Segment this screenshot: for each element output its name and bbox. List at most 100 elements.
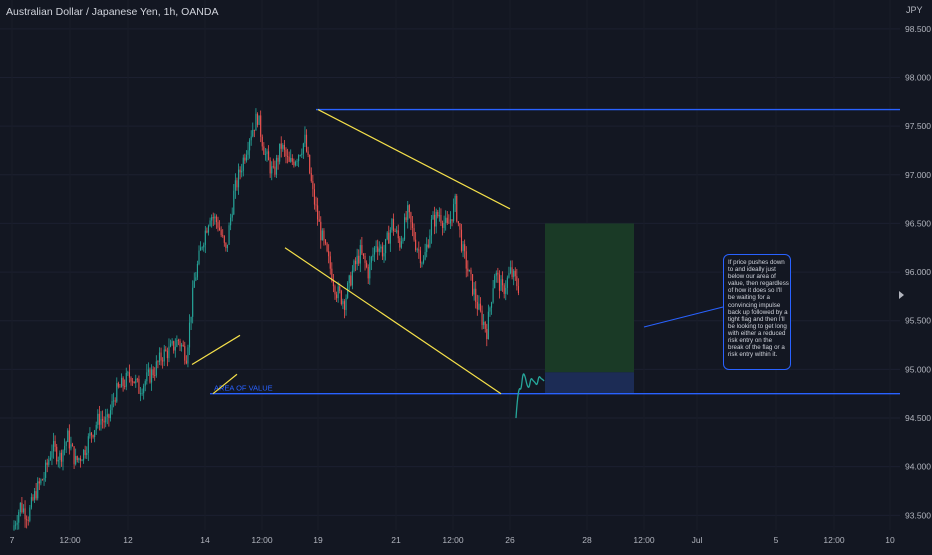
candle-body: [514, 270, 516, 277]
candle-body: [260, 115, 262, 137]
trade-note[interactable]: If price pushes down to and ideally just…: [723, 254, 791, 370]
candle-body: [34, 491, 36, 500]
stop-zone: [545, 372, 634, 394]
symbol-title[interactable]: Australian Dollar / Japanese Yen, 1h, OA…: [6, 6, 219, 18]
candle-body: [372, 254, 374, 258]
candle-body: [457, 221, 459, 224]
candle-body: [506, 277, 508, 288]
candle-body: [120, 377, 123, 388]
candle-body: [309, 154, 311, 174]
candle-body: [272, 166, 274, 168]
candle-body: [247, 150, 249, 155]
x-tick-label: 7: [10, 535, 15, 545]
candle-body: [430, 219, 433, 236]
candle-body: [348, 275, 350, 284]
candle-body: [294, 161, 297, 166]
candle-body: [81, 460, 83, 462]
candle-body: [331, 268, 333, 282]
candle-body: [511, 267, 513, 278]
candle-body: [139, 393, 142, 395]
candle-body: [67, 430, 69, 442]
candle-body: [298, 155, 300, 162]
candle-body: [418, 249, 420, 251]
candle-body: [125, 372, 127, 387]
candle-body: [201, 247, 203, 249]
candle-body: [187, 347, 189, 364]
candle-body: [144, 381, 146, 386]
candle-body: [317, 205, 319, 220]
candle-body: [415, 239, 417, 250]
candle-body: [373, 247, 376, 255]
flag-lower-line: [212, 373, 238, 395]
candle-body: [177, 340, 180, 341]
candle-body: [70, 444, 72, 449]
candle-body: [424, 252, 426, 260]
candle-body: [385, 239, 387, 254]
candle-body: [486, 328, 488, 340]
candle-body: [285, 149, 287, 157]
candle-body: [362, 253, 365, 256]
candle-body: [307, 151, 309, 155]
candle-body: [441, 222, 444, 228]
candle-body: [220, 229, 222, 236]
candle-body: [182, 344, 184, 347]
candle-body: [454, 195, 456, 205]
candle-body: [475, 288, 477, 302]
price-axis[interactable]: 93.500 94.000 94.500 95.000 95.500 96.000 96.5…: [905, 24, 931, 521]
candle-body: [288, 156, 290, 162]
candle-body: [275, 157, 278, 175]
x-tick-label: 19: [313, 535, 323, 545]
candle-body: [54, 440, 56, 447]
candle-body: [162, 360, 164, 362]
candle-body: [59, 452, 61, 460]
candle-body: [114, 400, 116, 402]
candle-body: [27, 520, 29, 521]
candle-body: [438, 214, 440, 217]
candle-body: [105, 416, 107, 423]
candle-body: [268, 151, 270, 161]
candle-body: [517, 286, 519, 294]
time-axis[interactable]: 7 12:00 12 14 12:00 19 21 12:00 26 28 12:00 Jul 5 12:…: [10, 535, 895, 545]
candle-body: [128, 372, 130, 378]
candle-body: [356, 255, 358, 265]
candle-body: [416, 249, 418, 251]
candle-body: [446, 217, 448, 223]
candle-body: [383, 253, 385, 257]
candle-body: [84, 449, 86, 456]
candle-body: [101, 419, 104, 421]
candle-body: [413, 228, 415, 240]
candle-body: [228, 225, 230, 245]
candle-body: [358, 255, 360, 264]
candle-body: [89, 432, 91, 437]
x-tick-label: 12:00: [251, 535, 273, 545]
candles: [13, 108, 519, 531]
candle-body: [169, 343, 172, 347]
candle-body: [337, 286, 339, 299]
candle-body: [381, 246, 383, 257]
candle-body: [380, 246, 382, 249]
candle-body: [448, 222, 450, 224]
y-tick-label: 97.500: [905, 121, 931, 131]
candle-body: [266, 151, 268, 155]
candle-body: [400, 241, 402, 248]
candle-body: [32, 497, 34, 500]
candle-body: [171, 341, 173, 344]
candle-body: [478, 303, 480, 310]
candle-body: [402, 239, 404, 242]
candle-body: [152, 369, 154, 376]
candle-body: [185, 360, 187, 364]
scroll-right-icon[interactable]: [899, 291, 904, 299]
candle-body: [219, 227, 221, 230]
candle-body: [353, 260, 355, 271]
candle-body: [174, 346, 176, 351]
candle-body: [204, 230, 206, 245]
candle-body: [146, 372, 148, 382]
drawings[interactable]: AREA OF VALUE: [191, 108, 900, 419]
candle-body: [236, 180, 238, 188]
x-tick-label: 26: [505, 535, 515, 545]
candle-body: [440, 214, 442, 223]
candle-body: [479, 303, 482, 311]
candle-body: [18, 512, 20, 523]
